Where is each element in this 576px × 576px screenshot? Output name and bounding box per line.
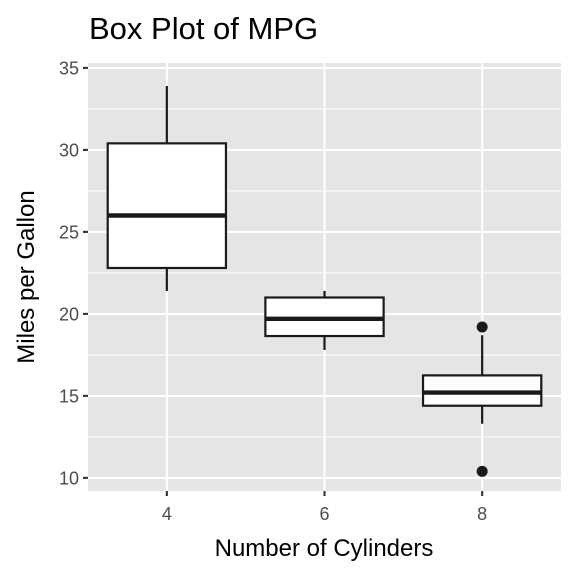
y-tick-label: 15 (59, 386, 79, 406)
x-tick-label: 4 (162, 504, 172, 524)
y-tick-label: 30 (59, 140, 79, 160)
y-tick-label: 35 (59, 58, 79, 78)
box-iqr (106, 142, 228, 270)
y-tick-label: 10 (59, 468, 79, 488)
x-axis-ticks: 4 6 8 (162, 491, 487, 524)
x-axis-title: Number of Cylinders (215, 535, 434, 562)
box-6-cylinders (264, 290, 385, 350)
outlier-point (476, 321, 488, 333)
y-tick-label: 20 (59, 304, 79, 324)
x-tick-label: 8 (477, 504, 487, 524)
box-4-cylinders (106, 85, 228, 291)
y-axis-title: Miles per Gallon (13, 190, 40, 363)
chart-title: Box Plot of MPG (89, 11, 318, 46)
box-series (106, 85, 543, 477)
box-8-cylinders (421, 321, 543, 477)
y-axis-ticks: 10 15 20 25 30 35 (59, 58, 88, 488)
outlier-point (476, 465, 488, 477)
x-tick-label: 6 (319, 504, 329, 524)
y-tick-label: 25 (59, 222, 79, 242)
